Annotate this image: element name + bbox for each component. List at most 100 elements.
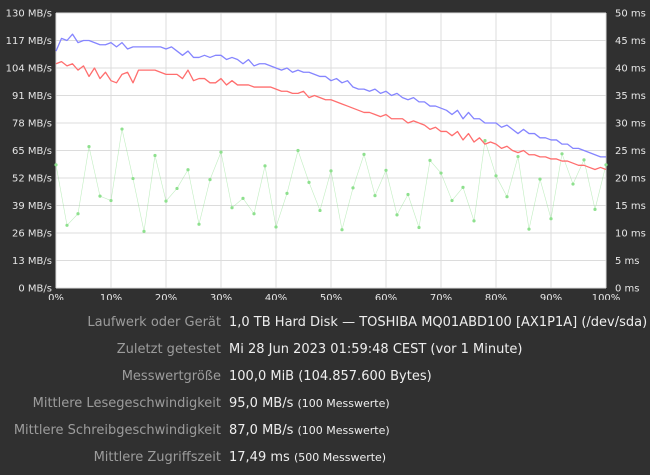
access-time-link bbox=[429, 160, 442, 174]
y-left-tick-label: 78 MB/s bbox=[12, 119, 52, 130]
access-time-link bbox=[88, 146, 101, 197]
access-time-link bbox=[528, 179, 541, 230]
access-time-link bbox=[363, 154, 376, 196]
avg-write-note: (100 Messwerte) bbox=[297, 424, 390, 437]
avg-access-note: (500 Messwerte) bbox=[293, 451, 387, 464]
access-time-link bbox=[275, 193, 288, 228]
y-right-tick-label: 10 ms bbox=[615, 229, 646, 240]
avg-access-label: Mittlere Zugriffszeit bbox=[93, 450, 221, 465]
access-time-point bbox=[450, 198, 454, 203]
x-tick-label: 30% bbox=[210, 293, 232, 300]
access-time-point bbox=[527, 227, 531, 231]
access-time-link bbox=[407, 194, 420, 228]
access-time-point bbox=[98, 194, 102, 198]
access-time-link bbox=[572, 159, 585, 185]
access-time-point bbox=[318, 208, 322, 213]
access-time-point bbox=[593, 207, 597, 211]
access-time-link bbox=[99, 195, 112, 201]
access-time-point bbox=[230, 206, 234, 210]
y-right-tick-label: 20 ms bbox=[615, 174, 646, 185]
access-time-point bbox=[439, 171, 443, 175]
access-time-link bbox=[242, 198, 255, 214]
access-time-link bbox=[143, 155, 156, 232]
y-right-tick-label: 15 ms bbox=[615, 201, 646, 212]
access-time-point bbox=[285, 191, 289, 195]
access-time-point bbox=[241, 196, 245, 200]
grid-lines bbox=[55, 12, 607, 289]
access-time-point bbox=[109, 198, 113, 203]
y-axis-left-ticks: 0 MB/s 13 MB/s 26 MB/s 39 MB/s 52 MB/s 65 MB/… bbox=[6, 9, 52, 295]
y-right-tick-label: 5 ms bbox=[615, 256, 640, 267]
access-time-link bbox=[473, 140, 486, 221]
access-time-point bbox=[164, 199, 168, 203]
access-time-link bbox=[198, 179, 211, 225]
access-time-point bbox=[461, 185, 465, 189]
x-tick-label: 40% bbox=[265, 293, 287, 300]
access-time-link bbox=[352, 154, 365, 188]
y-right-tick-label: 25 ms bbox=[615, 146, 646, 157]
access-time-point bbox=[428, 158, 432, 162]
access-time-point bbox=[296, 148, 300, 153]
access-time-point bbox=[252, 212, 256, 216]
info-row-avg-write: Mittlere Schreibgeschwindigkeit 87,0 MB/… bbox=[0, 421, 650, 441]
access-time-link bbox=[418, 160, 431, 228]
avg-access-value: 17,49 ms (500 Messwerte) bbox=[229, 450, 387, 465]
access-time-link bbox=[385, 170, 398, 215]
access-time-link bbox=[220, 152, 233, 208]
access-time-link bbox=[253, 165, 266, 214]
y-left-tick-label: 0 MB/s bbox=[18, 284, 52, 295]
access-time-point bbox=[604, 163, 608, 167]
access-time-link bbox=[330, 170, 343, 230]
y-left-tick-label: 130 MB/s bbox=[6, 9, 52, 20]
x-axis-ticks: 0% 10% 20% 30% 40% 50% 60% 70% 80% 90% 100% bbox=[48, 293, 620, 300]
avg-write-value: 87,0 MB/s (100 Messwerte) bbox=[229, 423, 390, 438]
access-time-link bbox=[517, 156, 530, 230]
access-time-link bbox=[484, 140, 497, 176]
x-tick-label: 70% bbox=[430, 293, 452, 300]
y-left-tick-label: 91 MB/s bbox=[12, 91, 52, 102]
access-time-point bbox=[186, 168, 190, 172]
avg-read-label: Mittlere Lesegeschwindigkeit bbox=[32, 396, 221, 411]
read-speed-line bbox=[55, 33, 606, 158]
access-time-series bbox=[54, 127, 608, 233]
access-time-point bbox=[351, 186, 355, 190]
y-axis-right-ticks: 0 ms 5 ms 10 ms 15 ms 20 ms 25 ms 30 ms 35 ms 40… bbox=[615, 9, 646, 295]
device-label: Laufwerk oder Gerät bbox=[87, 315, 221, 330]
access-time-point bbox=[571, 182, 575, 186]
access-time-link bbox=[341, 187, 354, 230]
access-time-link bbox=[583, 159, 596, 210]
access-time-point bbox=[483, 139, 487, 143]
access-time-point bbox=[384, 168, 388, 172]
sample-size-value: 100,0 MiB (104.857.600 Bytes) bbox=[229, 369, 432, 384]
access-time-link bbox=[264, 165, 277, 228]
access-time-point bbox=[219, 150, 223, 154]
x-tick-label: 50% bbox=[320, 293, 342, 300]
access-time-link bbox=[462, 187, 475, 221]
benchmark-chart: 0 MB/s 13 MB/s 26 MB/s 39 MB/s 52 MB/s 65 MB/… bbox=[6, 9, 646, 301]
access-time-point bbox=[494, 174, 498, 178]
access-time-link bbox=[110, 129, 123, 201]
access-time-link bbox=[132, 178, 145, 232]
access-time-point bbox=[362, 152, 366, 156]
access-time-point bbox=[395, 213, 399, 217]
x-tick-label: 80% bbox=[485, 293, 507, 300]
y-left-tick-label: 39 MB/s bbox=[12, 201, 52, 212]
access-time-point bbox=[142, 229, 146, 233]
y-left-tick-label: 104 MB/s bbox=[6, 64, 52, 75]
x-tick-label: 10% bbox=[100, 293, 122, 300]
access-time-link bbox=[396, 194, 409, 215]
access-time-link bbox=[286, 150, 299, 194]
y-left-tick-label: 13 MB/s bbox=[12, 256, 52, 267]
access-time-point bbox=[549, 217, 553, 221]
x-tick-label: 0% bbox=[48, 293, 64, 300]
access-time-point bbox=[340, 228, 344, 232]
access-time-point bbox=[131, 176, 135, 181]
last-tested-value: Mi 28 Jun 2023 01:59:48 CEST (vor 1 Minu… bbox=[229, 342, 523, 357]
access-time-link bbox=[594, 164, 607, 210]
access-time-point bbox=[153, 153, 157, 158]
avg-write-label: Mittlere Schreibgeschwindigkeit bbox=[13, 423, 221, 438]
access-time-point bbox=[175, 186, 179, 191]
access-time-link bbox=[121, 128, 134, 179]
access-time-point bbox=[560, 152, 564, 156]
access-time-point bbox=[516, 154, 520, 159]
